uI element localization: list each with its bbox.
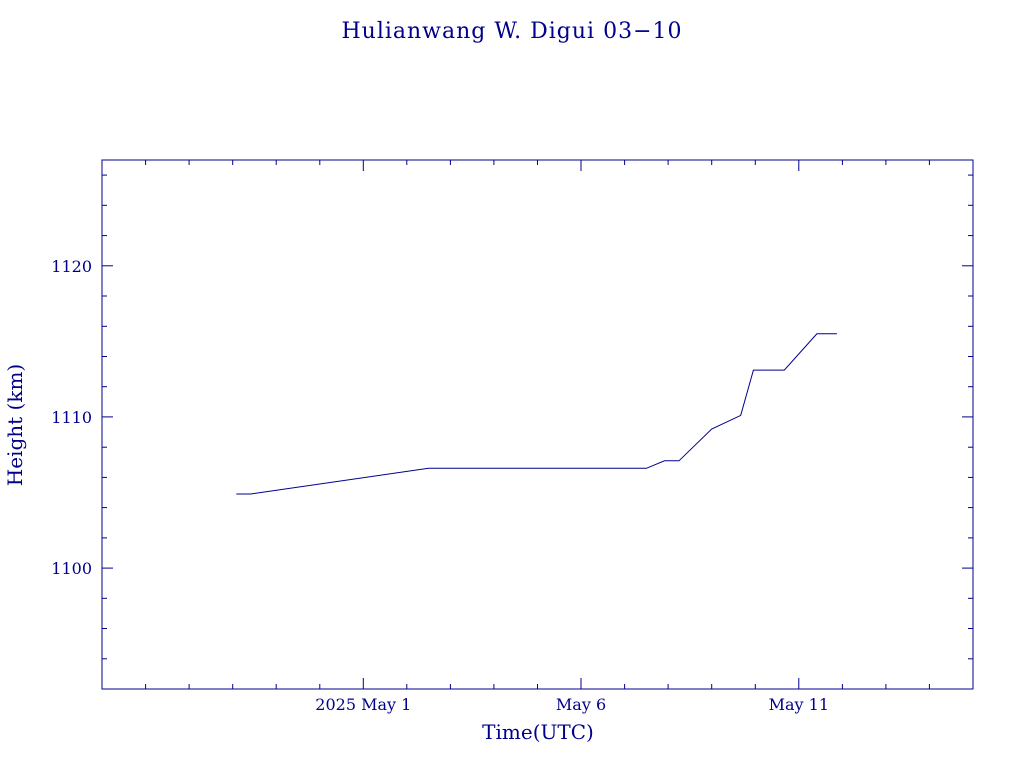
y-tick-labels: 1100 1110 1120 [51,257,92,578]
x-tick-label: May 6 [556,695,606,714]
series-group [236,333,837,495]
chart-title: Hulianwang W. Digui 03−10 [341,19,682,44]
x-tick-label: May 11 [769,695,829,714]
y-axis-label: Height (km) [3,364,27,486]
y-tick-label: 1100 [51,559,92,578]
plot-frame [101,159,974,690]
x-axis-label: Time(UTC) [482,720,594,744]
y-tick-label: 1120 [51,257,92,276]
axis-ticks [102,160,973,689]
x-tick-labels: 2025 May 1 May 6 May 11 [315,695,829,714]
series-line [236,333,837,495]
y-tick-label: 1110 [51,408,92,427]
x-tick-label: 2025 May 1 [315,695,411,714]
